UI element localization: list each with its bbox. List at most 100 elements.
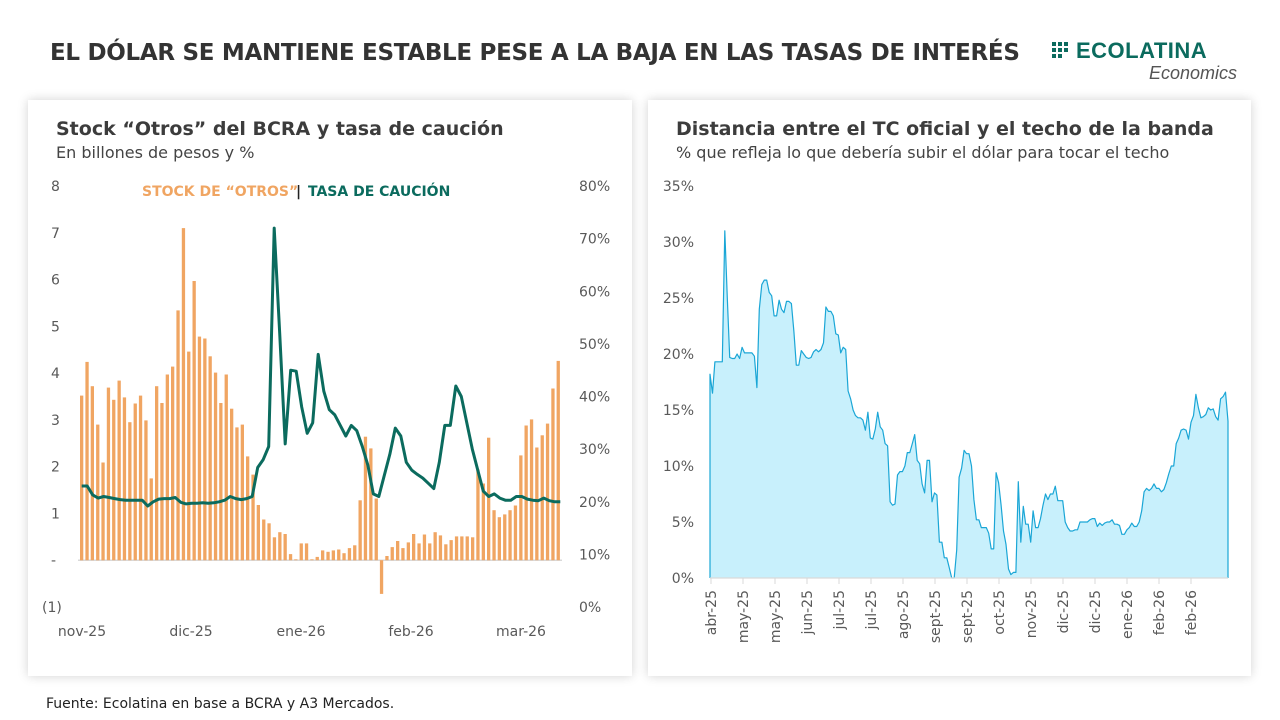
bar-stock-otros bbox=[374, 498, 378, 561]
y-tick-label: 20% bbox=[663, 347, 694, 363]
bar-stock-otros bbox=[503, 514, 507, 561]
source-note: Fuente: Ecolatina en base a BCRA y A3 Me… bbox=[46, 696, 395, 712]
bar-stock-otros bbox=[358, 500, 362, 561]
y-left-tick-label: (1) bbox=[42, 600, 62, 616]
x-tick-label: mar-26 bbox=[496, 624, 546, 640]
bar-stock-otros bbox=[481, 483, 485, 561]
bar-stock-otros bbox=[208, 356, 212, 561]
bar-stock-otros bbox=[363, 436, 368, 561]
bar-stock-otros bbox=[390, 547, 394, 561]
legend-separator: | bbox=[296, 184, 301, 200]
bar-stock-otros bbox=[385, 556, 389, 561]
bar-stock-otros bbox=[101, 462, 105, 561]
bar-stock-otros bbox=[181, 228, 186, 561]
bar-stock-otros bbox=[171, 366, 175, 561]
line-distancia-techo bbox=[709, 230, 1229, 579]
y-left-tick-label: 8 bbox=[51, 179, 60, 195]
bar-stock-otros bbox=[422, 534, 427, 561]
grid-dots-icon bbox=[1052, 42, 1072, 60]
x-tick-label: may-25 bbox=[736, 590, 752, 643]
y-right-tick-label: 50% bbox=[579, 337, 610, 353]
y-tick-label: 15% bbox=[663, 403, 694, 419]
bar-stock-otros bbox=[519, 455, 523, 561]
bar-stock-otros bbox=[288, 554, 293, 561]
bar-stock-otros bbox=[487, 437, 491, 561]
y-left-tick-label: 1 bbox=[51, 506, 60, 522]
x-tick-label: sept-25 bbox=[928, 590, 944, 643]
chart-subtitle: En billones de pesos y % bbox=[56, 143, 255, 162]
bar-stock-otros bbox=[251, 474, 255, 561]
y-tick-label: 0% bbox=[672, 571, 694, 587]
bar-stock-otros bbox=[133, 403, 137, 561]
x-tick-label: ago-25 bbox=[896, 590, 912, 639]
bar-stock-otros bbox=[454, 536, 459, 561]
bar-stock-otros bbox=[417, 543, 421, 561]
bar-stock-otros bbox=[117, 380, 121, 561]
bar-stock-otros bbox=[138, 395, 143, 561]
chart-title: Distancia entre el TC oficial y el techo… bbox=[676, 118, 1214, 140]
bar-stock-otros bbox=[160, 403, 164, 561]
x-tick-label: oct-25 bbox=[992, 590, 1008, 635]
bar-stock-otros bbox=[529, 419, 534, 561]
bar-stock-otros bbox=[165, 374, 169, 561]
bar-stock-otros bbox=[149, 478, 153, 561]
bar-stock-otros bbox=[347, 548, 352, 561]
bar-stock-otros bbox=[192, 281, 196, 561]
bar-stock-otros bbox=[246, 456, 250, 561]
bar-stock-otros bbox=[460, 536, 464, 561]
area-fill-distancia bbox=[710, 230, 1228, 579]
bar-stock-otros bbox=[401, 548, 405, 561]
x-tick-label: dic-25 bbox=[169, 624, 212, 640]
bar-stock-otros bbox=[353, 545, 357, 561]
bar-stock-otros bbox=[412, 534, 416, 561]
y-tick-label: 10% bbox=[663, 459, 694, 475]
x-tick-label: nov-25 bbox=[58, 624, 106, 640]
bar-stock-otros bbox=[128, 422, 132, 561]
bar-stock-otros bbox=[240, 424, 244, 561]
bar-stock-otros bbox=[438, 535, 443, 561]
legend-tasa-caucion: TASA DE CAUCIÓN bbox=[308, 182, 450, 200]
chart-panel-distancia-techo: Distancia entre el TC oficial y el techo… bbox=[648, 100, 1251, 676]
chart-panel-stock-caucion: Stock “Otros” del BCRA y tasa de caución… bbox=[28, 100, 632, 676]
bar-stock-otros bbox=[331, 550, 335, 561]
y-right-tick-label: 70% bbox=[579, 232, 610, 248]
bar-stock-otros bbox=[230, 408, 234, 561]
bar-stock-otros bbox=[428, 543, 432, 561]
bar-stock-otros bbox=[556, 360, 560, 561]
y-left-tick-label: 6 bbox=[51, 273, 60, 289]
logo-subtitle: Economics bbox=[1148, 63, 1237, 83]
x-tick-label: ene-26 bbox=[277, 624, 326, 640]
bar-stock-otros bbox=[449, 540, 453, 561]
bar-stock-otros bbox=[379, 560, 384, 594]
bar-stock-otros bbox=[176, 310, 180, 561]
bar-stock-otros bbox=[492, 510, 496, 561]
bar-stock-otros bbox=[551, 388, 555, 561]
y-tick-label: 30% bbox=[663, 235, 694, 251]
y-left-tick-label: 3 bbox=[51, 413, 60, 429]
bar-stock-otros bbox=[535, 447, 539, 561]
logo-name: ECOLATINA bbox=[1076, 38, 1208, 63]
bar-stock-otros bbox=[112, 399, 116, 561]
bar-stock-otros bbox=[337, 549, 341, 561]
bar-stock-otros bbox=[465, 536, 469, 561]
x-tick-label: abr-25 bbox=[704, 590, 720, 635]
bar-stock-otros bbox=[497, 517, 501, 561]
x-tick-label: sept-25 bbox=[960, 590, 976, 643]
bar-stock-otros bbox=[326, 551, 330, 561]
x-tick-label: feb-26 bbox=[1152, 590, 1168, 635]
x-tick-label: nov-25 bbox=[1024, 590, 1040, 638]
bar-stock-otros bbox=[310, 559, 314, 561]
y-right-tick-label: 80% bbox=[579, 179, 610, 195]
bar-stock-otros bbox=[122, 397, 127, 561]
chart-title: Stock “Otros” del BCRA y tasa de caución bbox=[56, 118, 504, 140]
bar-stock-otros bbox=[224, 374, 228, 561]
bar-stock-otros bbox=[187, 351, 191, 561]
bar-stock-otros bbox=[262, 519, 266, 561]
x-tick-label: dic-25 bbox=[1056, 590, 1072, 633]
page-title: EL DÓLAR SE MANTIENE ESTABLE PESE A LA B… bbox=[50, 40, 1020, 66]
line-tasa-caucion bbox=[81, 226, 561, 508]
chart-subtitle: % que refleja lo que debería subir el dó… bbox=[676, 143, 1170, 162]
bar-stock-otros bbox=[294, 559, 298, 561]
ecolatina-logo: ECOLATINA Economics bbox=[1052, 38, 1237, 88]
bar-stock-otros bbox=[433, 532, 437, 561]
